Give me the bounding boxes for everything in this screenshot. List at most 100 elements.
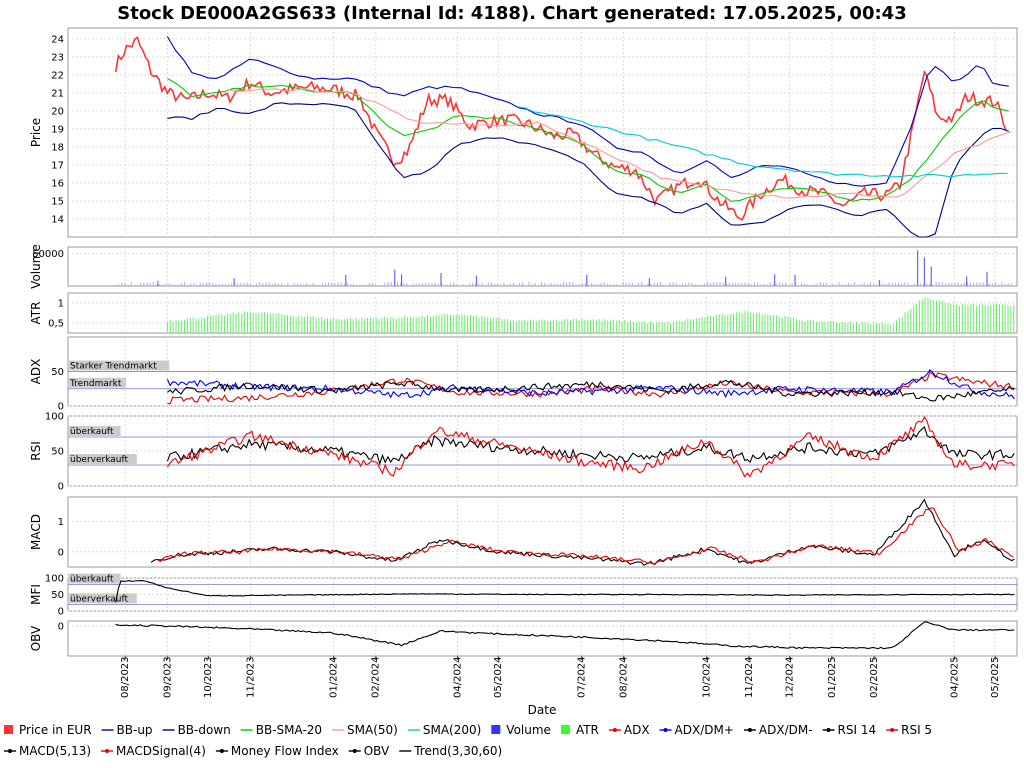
series-adx-dm-: [166, 368, 1015, 400]
x-tick-label: 10/2023: [203, 656, 214, 698]
reference-label: überkauft: [70, 575, 114, 585]
y-tick-label: 0: [58, 622, 64, 633]
y-axis-label: MFI: [29, 584, 43, 605]
legend-label: RSI 5: [901, 723, 932, 737]
x-tick-label: 01/2025: [827, 656, 838, 698]
legend-label: BB-down: [178, 723, 231, 737]
reference-label: Starker Trendmarkt: [70, 362, 157, 372]
legend-label: ADX: [624, 723, 650, 737]
x-tick-label: 08/2023: [120, 656, 131, 698]
series-bb-down: [167, 102, 1009, 238]
x-tick-label: 04/2025: [949, 656, 960, 698]
y-tick-label: 100: [45, 412, 64, 423]
y-tick-label: 23: [51, 52, 64, 63]
legend: Price in EUR BB-up BB-down BB-SMA-20 SMA(50)…: [4, 723, 932, 758]
y-tick-label: 0: [58, 547, 64, 558]
legend-marker: [826, 728, 831, 732]
legend-swatch: [491, 725, 501, 734]
series-bb-up: [166, 36, 1009, 187]
panel-frame: [67, 27, 1018, 238]
legend-item: SMA(200): [407, 723, 481, 737]
y-tick-label: 1: [58, 517, 64, 528]
y-tick-label: 14: [51, 214, 64, 225]
legend-marker: [8, 749, 12, 753]
chart-title: Stock DE000A2GS633 (Internal Id: 4188). …: [117, 3, 906, 24]
x-tick-label: 11/2023: [245, 656, 256, 698]
series-obv: [115, 621, 1015, 650]
legend-item: Volume: [491, 723, 551, 737]
y-tick-label: 50: [51, 367, 64, 378]
legend-item: Trend(3,30,60): [399, 744, 502, 758]
y-tick-label: 15: [51, 196, 64, 207]
reference-label-bg: [68, 360, 170, 371]
series-money-flow-index: [115, 580, 1015, 603]
legend-label: Money Flow Index: [231, 744, 339, 758]
y-tick-label: 1: [58, 299, 64, 310]
y-tick-label: 50: [51, 590, 64, 601]
legend-item: ADX/DM+: [659, 723, 734, 737]
y-tick-label: 0: [58, 402, 64, 413]
legend-item: Money Flow Index: [215, 744, 339, 758]
y-axis-label: OBV: [29, 625, 43, 651]
panel-frame: [67, 620, 1018, 657]
y-tick-label: 19: [51, 124, 64, 135]
x-tick-label: 04/2024: [452, 656, 463, 698]
y-tick-label: 50: [51, 447, 64, 458]
legend-label: MACD(5,13): [19, 744, 91, 758]
y-tick-label: 0: [58, 482, 64, 493]
series-adx-dm-: [167, 379, 1015, 402]
y-tick-label: 0,5: [48, 319, 64, 330]
y-axis-label: MACD: [29, 514, 43, 550]
legend-label: MACDSignal(4): [116, 744, 206, 758]
x-tick-label: 12/2024: [785, 656, 796, 698]
chart-panels: 1415161718192021222324Price50000Volume0,…: [29, 27, 1018, 657]
y-axis-label: ATR: [29, 302, 43, 325]
series-rsi-5: [166, 416, 1015, 478]
y-tick-label: 100: [45, 574, 64, 585]
x-axis-label: Date: [528, 703, 557, 717]
reference-label-bg: [68, 454, 137, 464]
reference-label-bg: [68, 593, 137, 604]
legend-label: SMA(200): [423, 723, 481, 737]
legend-marker: [612, 728, 617, 732]
legend-item: Price in EUR: [4, 723, 92, 737]
panel-frame: [67, 246, 1018, 287]
panel-adx: 0 50 Starker Trendmarkt Trendmarkt ADX: [29, 336, 1018, 413]
legend-item: RSI 5: [886, 723, 932, 737]
x-tick-label: 07/2024: [576, 656, 587, 698]
x-tick-label: 08/2024: [619, 656, 630, 698]
legend-item: MACD(5,13): [4, 744, 91, 758]
legend-item: OBV: [348, 744, 390, 758]
x-tick-label: 09/2023: [162, 656, 173, 698]
panel-rsi: 0 50 100 überkauft überverkauft RSI: [29, 412, 1018, 493]
legend-item: BB-down: [162, 723, 231, 737]
legend-label: Price in EUR: [19, 723, 92, 737]
legend-label: ADX/DM-: [759, 723, 813, 737]
panel-price: 14 15 16 17 18 19 20 21 22 23 24 Price: [29, 27, 1018, 238]
y-tick-label: 24: [51, 34, 64, 45]
x-axis: 08/2023 09/2023 10/2023 11/2023 01/2024 02/20…: [120, 656, 1001, 698]
legend-label: SMA(50): [347, 723, 398, 737]
y-tick-label: 16: [51, 178, 64, 189]
x-tick-label: 02/2025: [869, 656, 880, 698]
legend-marker: [890, 728, 895, 732]
legend-item: ADX: [608, 723, 650, 737]
legend-label: Trend(3,30,60): [413, 744, 502, 758]
y-axis-label: ADX: [29, 359, 43, 385]
legend-label: BB-up: [117, 723, 153, 737]
legend-item: BB-up: [101, 723, 153, 737]
x-tick-label: 05/2025: [990, 656, 1001, 698]
y-tick-label: 0: [58, 607, 64, 618]
panel-obv: 0 OBV: [29, 620, 1018, 657]
panel-mfi: 0 50 100 überkauft überverkauft MFI: [29, 574, 1018, 618]
legend-label: ATR: [576, 723, 599, 737]
x-tick-label: 10/2024: [702, 656, 713, 698]
legend-swatch: [4, 725, 13, 734]
series-sma-50-: [227, 88, 1012, 199]
legend-item: ADX/DM-: [743, 723, 813, 737]
series-macd-5-13-: [150, 498, 1015, 566]
legend-item: SMA(50): [332, 723, 398, 737]
legend-label: BB-SMA-20: [256, 723, 322, 737]
